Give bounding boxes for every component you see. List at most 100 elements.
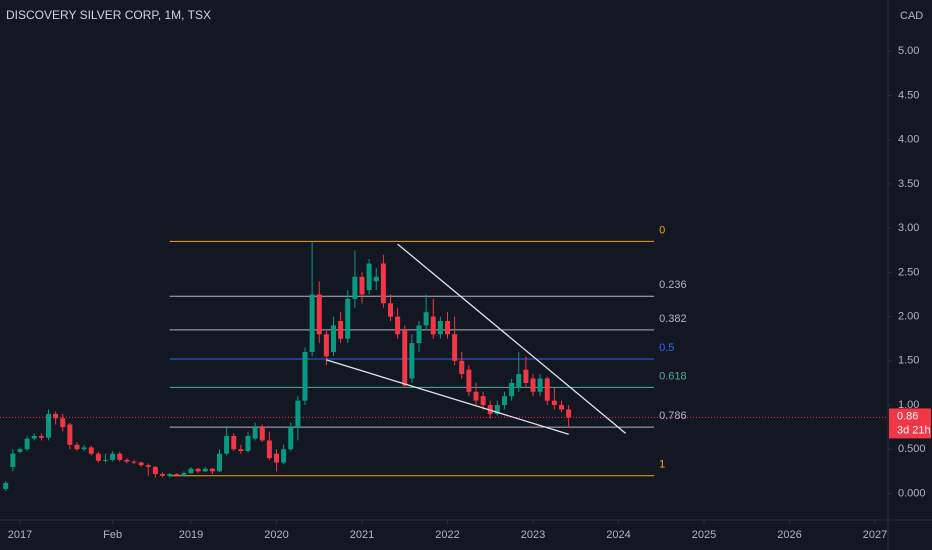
candle-body xyxy=(345,298,351,339)
candle-body xyxy=(331,325,336,352)
candle-body xyxy=(217,453,222,472)
candle-body xyxy=(252,427,258,439)
countdown-label: 3d 21h xyxy=(897,424,931,436)
y-tick-label: 2.00 xyxy=(898,311,919,323)
candle-body xyxy=(430,316,436,335)
candle-body xyxy=(181,473,187,476)
candle-body xyxy=(188,468,194,474)
x-tick-label: 2023 xyxy=(521,529,545,541)
candle-body xyxy=(46,413,51,438)
candle-body xyxy=(10,453,16,467)
y-tick-label: 4.50 xyxy=(898,89,919,101)
candle-body xyxy=(81,447,87,450)
candle-body xyxy=(124,459,130,462)
candle-body xyxy=(259,427,265,441)
candle-body xyxy=(559,405,564,410)
x-tick-label: 2021 xyxy=(350,529,374,541)
candle-body xyxy=(388,303,393,317)
candle-body xyxy=(352,276,358,299)
candle-body xyxy=(224,435,230,454)
candle-body xyxy=(380,263,386,304)
candle-body xyxy=(395,316,401,335)
candle-body xyxy=(117,453,123,460)
candle-body xyxy=(266,440,272,459)
x-tick-label: 2027 xyxy=(863,529,887,541)
x-tick-label: 2024 xyxy=(606,529,630,541)
candle-body xyxy=(245,435,251,452)
candle-body xyxy=(295,400,301,428)
last-price-badge xyxy=(889,408,931,439)
x-tick-label: Feb xyxy=(103,529,122,541)
candle-body xyxy=(53,413,59,419)
candle-body xyxy=(409,343,415,379)
candle-body xyxy=(452,334,458,361)
candle-body xyxy=(480,396,486,406)
candle-body xyxy=(174,474,180,476)
candle-body xyxy=(309,294,315,352)
fib-label: 0.5 xyxy=(659,342,674,354)
candle-body xyxy=(523,369,529,383)
currency: CAD xyxy=(900,10,923,22)
x-tick-label: 2026 xyxy=(777,529,801,541)
fib-label: 0.236 xyxy=(659,279,687,291)
y-tick-label: 3.50 xyxy=(898,178,919,190)
candle-body xyxy=(373,276,379,282)
fib-label: 0.618 xyxy=(659,370,687,382)
chart-title: DISCOVERY SILVER CORP, 1M, TSX xyxy=(6,8,211,22)
y-tick-label: 0.000 xyxy=(898,487,926,499)
fib-label: 1 xyxy=(659,459,665,471)
candle-body xyxy=(445,321,450,335)
y-tick-label: 0.500 xyxy=(898,443,926,455)
candle-body xyxy=(316,294,322,335)
candle-body xyxy=(152,466,158,475)
y-tick-label: 3.00 xyxy=(898,222,919,234)
candle-body xyxy=(3,482,9,490)
candle-body xyxy=(530,378,536,392)
candle-body xyxy=(544,378,550,401)
candle-body xyxy=(103,459,108,461)
candle-body xyxy=(359,276,365,295)
candle-body xyxy=(67,424,73,445)
candle-body xyxy=(516,374,522,388)
candle-body xyxy=(38,435,44,438)
x-tick-label: 2025 xyxy=(692,529,716,541)
candle-body xyxy=(502,396,507,406)
candle-body xyxy=(110,453,116,460)
trendline xyxy=(397,243,627,434)
candle-body xyxy=(473,391,479,401)
y-tick-label: 5.00 xyxy=(898,45,919,57)
candle-body xyxy=(416,325,422,344)
x-tick-label: 2019 xyxy=(179,529,203,541)
x-tick-label: 2020 xyxy=(264,529,288,541)
candle-body xyxy=(281,449,287,463)
candle-body xyxy=(487,405,493,414)
candle-body xyxy=(160,474,165,476)
candle-body xyxy=(423,312,429,326)
candle-body xyxy=(288,427,294,450)
candle-body xyxy=(202,468,208,472)
x-tick-label: 2022 xyxy=(435,529,459,541)
candle-body xyxy=(231,435,237,450)
y-tick-label: 2.50 xyxy=(898,266,919,278)
candle-body xyxy=(131,461,137,463)
candle-body xyxy=(566,409,572,418)
candle-body xyxy=(437,321,443,335)
x-tick-label: 2017 xyxy=(8,529,32,541)
trendline xyxy=(326,359,569,435)
candle-body xyxy=(537,378,543,392)
candle-body xyxy=(338,321,344,339)
candle-body xyxy=(24,438,30,450)
candle-body xyxy=(509,382,515,397)
candle-body xyxy=(88,447,94,454)
candle-body xyxy=(95,453,101,461)
candle-body xyxy=(138,462,144,466)
candle-body xyxy=(274,453,279,463)
candle-body xyxy=(167,474,173,476)
candle-body xyxy=(551,400,557,406)
fib-label: 0.786 xyxy=(659,410,687,422)
candle-body xyxy=(145,465,151,467)
fib-label: 0.382 xyxy=(659,313,687,325)
candle-body xyxy=(466,369,472,392)
